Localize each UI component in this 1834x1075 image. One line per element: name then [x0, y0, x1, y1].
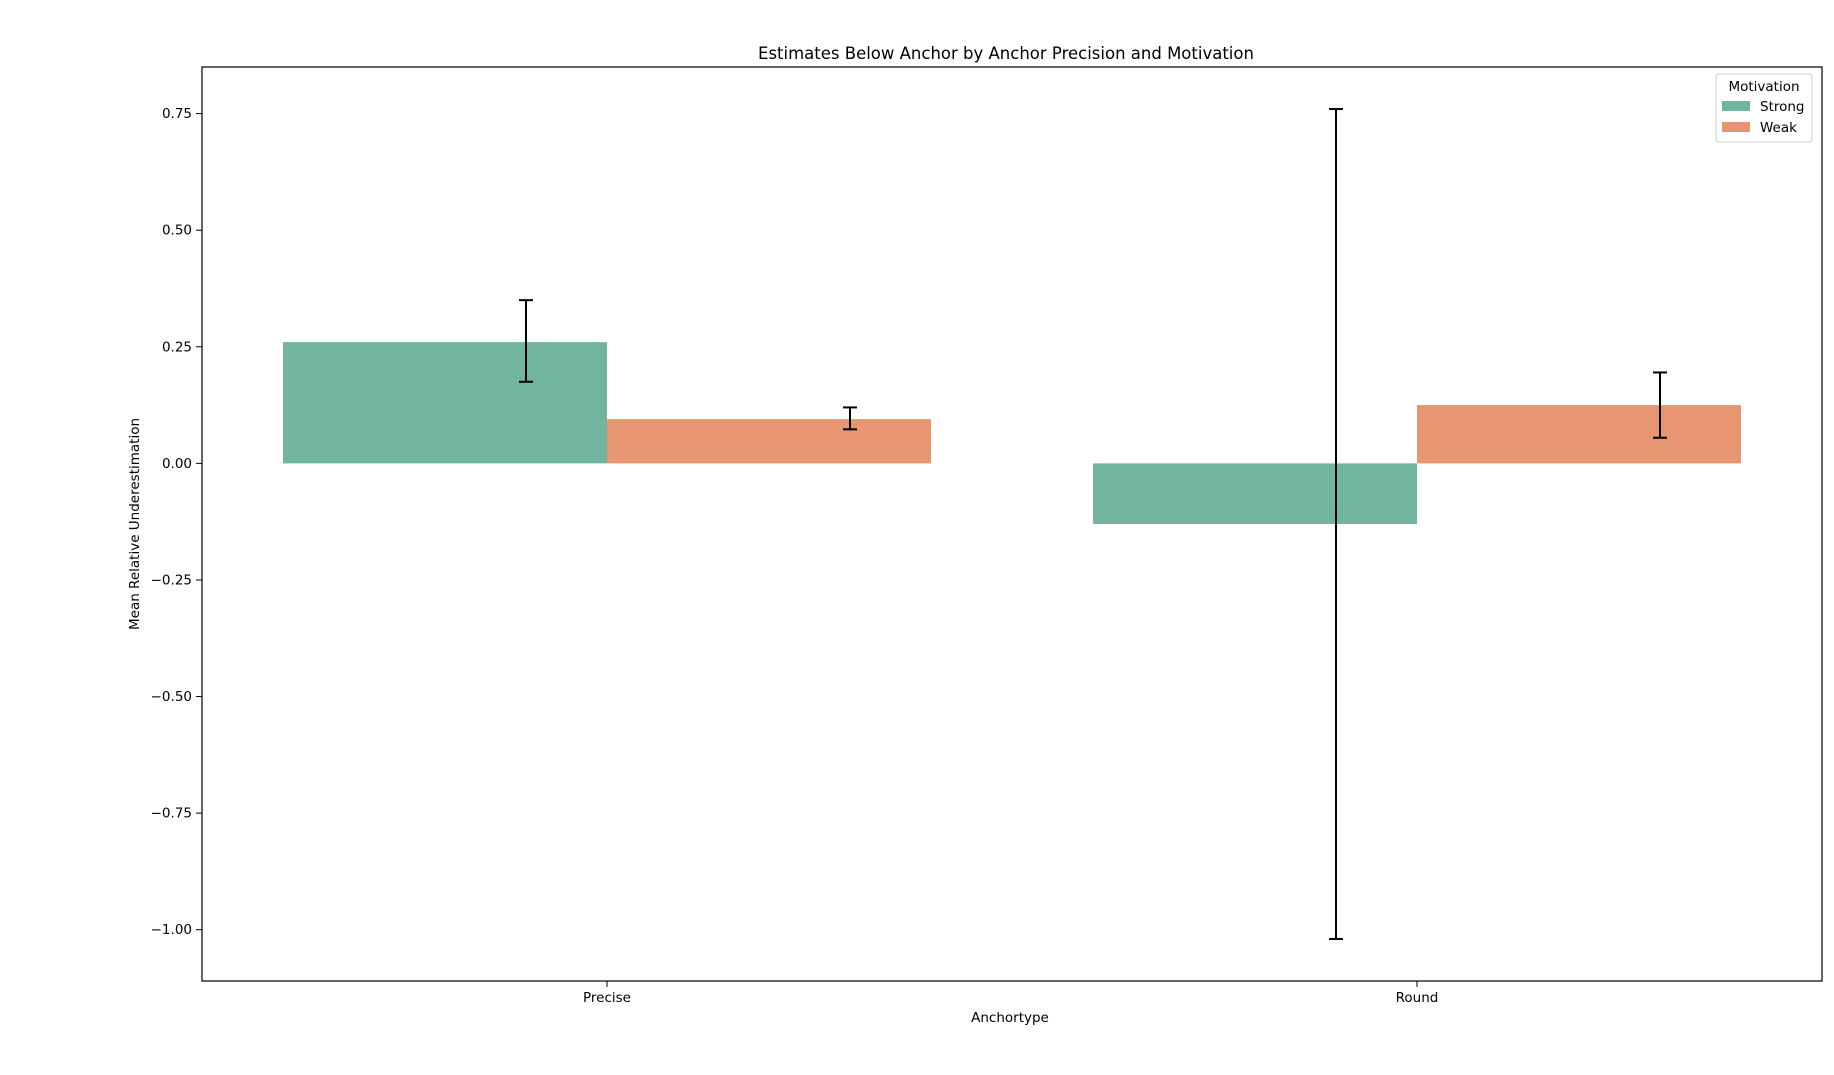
plot-area-frame [201, 66, 1823, 982]
legend-title: Motivation [1728, 79, 1799, 95]
y-axis-label: Mean Relative Underestimation [127, 418, 143, 630]
legend: Motivation Strong Weak [1715, 73, 1813, 143]
legend-item-strong: Strong [1722, 99, 1805, 115]
legend-items: Strong Weak [1722, 99, 1805, 136]
error-bar-weak-round [1653, 371, 1667, 439]
legend-label: Strong [1760, 99, 1805, 115]
error-bar-strong-precise [519, 299, 533, 383]
legend-swatch [1722, 101, 1750, 111]
y-tick-label: −0.75 [151, 806, 192, 822]
x-tick-label: Precise [583, 990, 631, 1006]
x-axis-label: Anchortype [971, 1010, 1049, 1026]
bars-layer [283, 342, 1741, 524]
x-axis: Precise Round [583, 981, 1438, 1006]
bar-strong-precise [283, 342, 607, 464]
error-bar-weak-precise [843, 406, 857, 431]
y-tick-label: 0.75 [162, 106, 192, 122]
x-tick-label: Round [1396, 990, 1439, 1006]
legend-swatch [1722, 122, 1750, 132]
error-bar-strong-round [1329, 107, 1343, 941]
bar-weak-round [1417, 405, 1741, 464]
legend-item-weak: Weak [1722, 120, 1797, 136]
bar-weak-precise [607, 419, 931, 464]
y-tick-label: −0.50 [151, 689, 192, 705]
chart-title: Estimates Below Anchor by Anchor Precisi… [758, 44, 1254, 63]
y-tick-label: −0.25 [151, 572, 192, 588]
y-axis: 0.75 0.50 0.25 0.00 −0.25 −0.50 −0.75 −1.00 [151, 106, 202, 938]
y-tick-label: 0.00 [162, 456, 192, 472]
legend-label: Weak [1760, 120, 1797, 136]
y-tick-label: 0.25 [162, 339, 192, 355]
bar-strong-round [1093, 463, 1417, 524]
y-tick-label: 0.50 [162, 223, 192, 239]
y-tick-label: −1.00 [151, 922, 192, 938]
error-bars-layer [519, 107, 1667, 941]
